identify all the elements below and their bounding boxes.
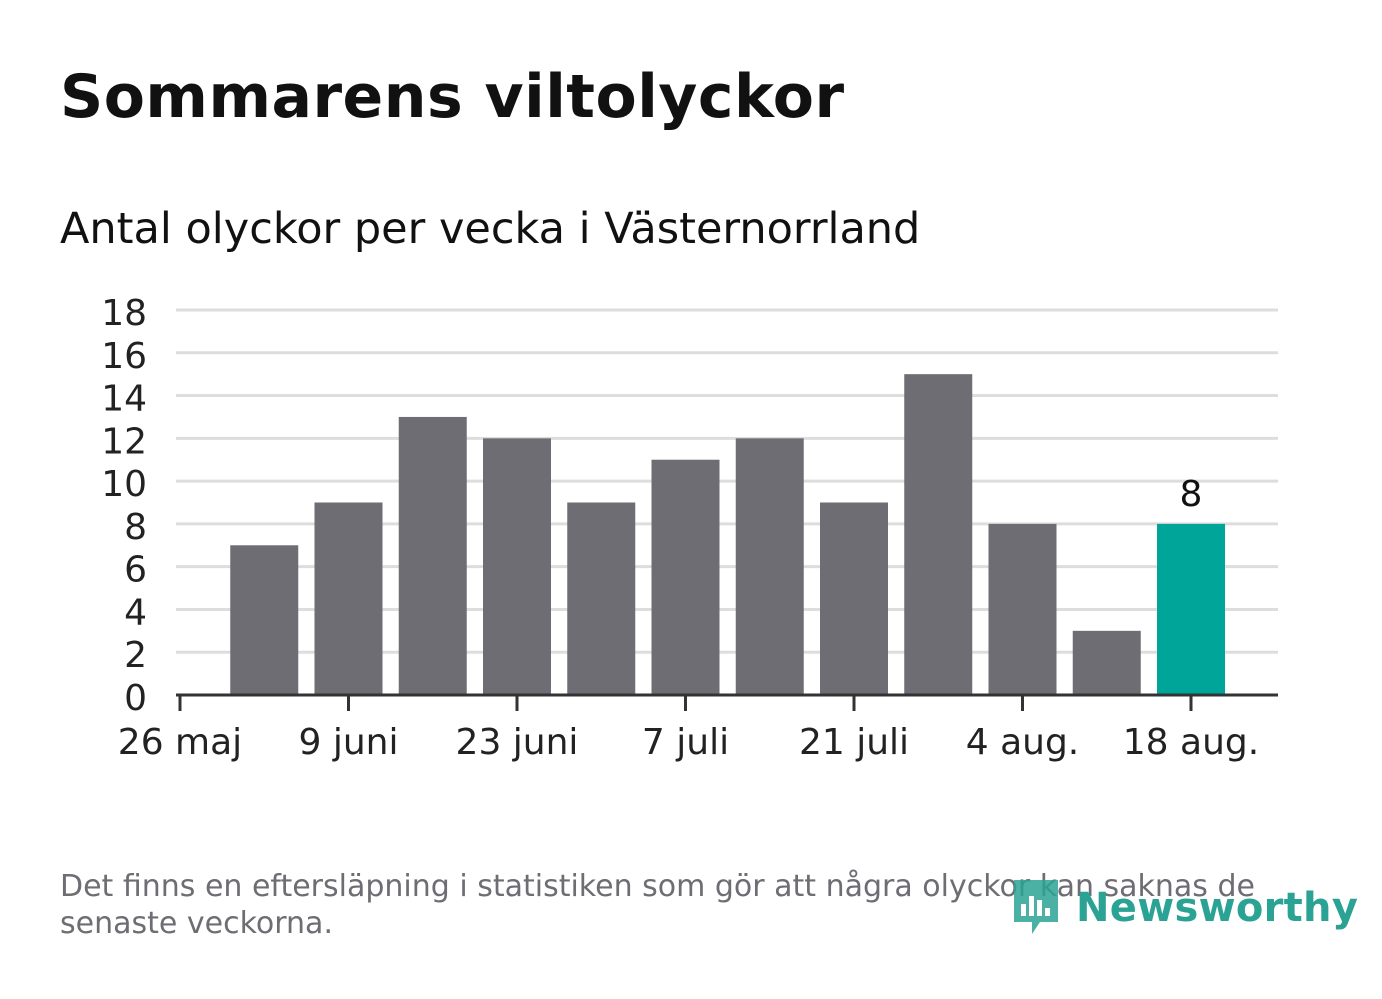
data-label: 8 [1180,474,1203,515]
bar [904,374,973,695]
x-tick-label: 23 juni [456,722,579,763]
bar [735,438,804,695]
x-tick-label: 4 aug. [966,722,1080,763]
brand-name: Newsworthy [1076,885,1359,931]
y-tick-label: 16 [101,336,147,377]
x-tick-label: 9 juni [299,722,399,763]
bars [230,374,1225,695]
grid-lines [176,308,1278,654]
y-tick-label: 4 [124,592,147,633]
y-tick-label: 12 [101,421,147,462]
y-tick-label: 6 [124,550,147,591]
chart-subtitle: Antal olyckor per vecka i Västernorrland [60,204,921,254]
y-tick-label: 14 [101,379,147,420]
chart-title: Sommarens viltolyckor [60,62,845,132]
bar [988,523,1057,695]
newsworthy-logo-icon [1014,880,1058,934]
y-tick-label: 0 [124,678,147,719]
bar [567,502,636,695]
bar [820,502,888,695]
x-tick-label: 18 aug. [1123,722,1259,763]
newsworthy-logo: Newsworthy [1010,878,1358,938]
bar [230,545,299,695]
x-tick-label: 7 juli [642,722,729,763]
y-tick-label: 2 [124,635,147,676]
bar [1157,523,1225,695]
bar [398,416,467,695]
y-tick-label: 8 [124,507,147,548]
x-tick-label: 21 juli [799,722,909,763]
bar [483,438,551,695]
axes [176,693,1278,711]
bar [651,459,720,695]
bar [314,502,383,695]
y-tick-label: 18 [101,293,147,334]
x-tick-label: 26 maj [118,722,242,763]
y-tick-label: 10 [101,464,147,505]
bar [1072,630,1141,695]
